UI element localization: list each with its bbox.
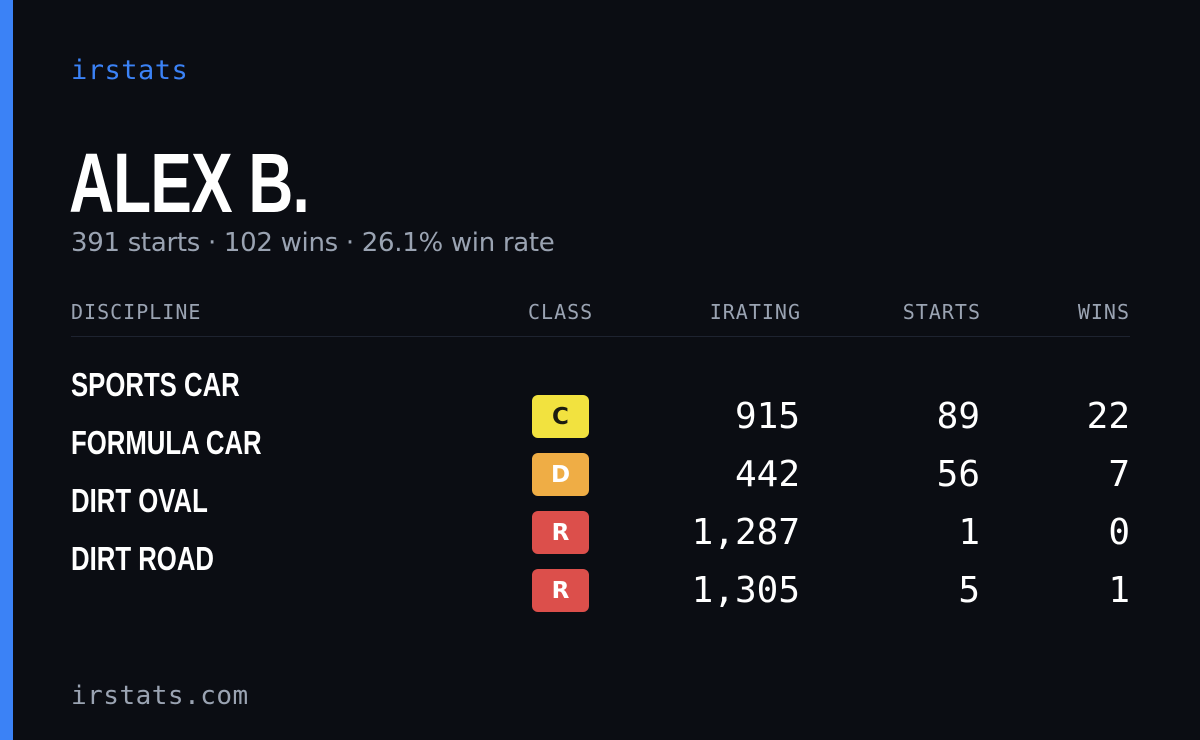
wins-value: 0 xyxy=(1108,512,1130,553)
header-irating: IRATING xyxy=(709,300,801,324)
irating-value: 1,287 xyxy=(691,512,800,553)
player-name: ALEX B. xyxy=(69,136,310,230)
header-class: CLASS xyxy=(528,300,594,324)
header-discipline: DISCIPLINE xyxy=(71,300,202,324)
player-summary: 391 starts · 102 wins · 26.1% win rate xyxy=(71,228,555,258)
footer-url: irstats.com xyxy=(71,681,249,711)
brand-logo: irstats xyxy=(71,55,189,86)
irating-value: 915 xyxy=(734,396,800,437)
starts-value: 5 xyxy=(958,570,980,611)
wins-value: 1 xyxy=(1108,570,1130,611)
table-row: DIRT OVAL R 1,287 1 0 xyxy=(71,453,1130,554)
accent-bar xyxy=(0,0,13,740)
starts-value: 1 xyxy=(958,512,980,553)
table-row: DIRT ROAD R 1,305 5 1 xyxy=(71,511,1130,612)
irating-value: 442 xyxy=(734,454,800,495)
header-wins: WINS xyxy=(1077,300,1130,324)
discipline-name: FORMULA CAR xyxy=(71,424,262,461)
table-row: FORMULA CAR D 442 56 7 xyxy=(71,395,1130,496)
discipline-name: SPORTS CAR xyxy=(71,366,240,403)
table-body: SPORTS CAR C 915 89 22 FORMULA CAR D 442… xyxy=(71,337,1130,612)
header-starts: STARTS xyxy=(902,300,981,324)
class-badge: C xyxy=(532,395,589,438)
wins-value: 22 xyxy=(1086,396,1130,437)
discipline-name: DIRT OVAL xyxy=(71,482,208,519)
class-badge: D xyxy=(532,453,589,496)
class-badge: R xyxy=(532,569,589,612)
class-badge: R xyxy=(532,511,589,554)
table-header: DISCIPLINE CLASS IRATING STARTS WINS xyxy=(71,296,1130,337)
starts-value: 56 xyxy=(936,454,980,495)
discipline-name: DIRT ROAD xyxy=(71,540,214,577)
wins-value: 7 xyxy=(1108,454,1130,495)
starts-value: 89 xyxy=(936,396,980,437)
stats-table: DISCIPLINE CLASS IRATING STARTS WINS SPO… xyxy=(71,296,1130,612)
irating-value: 1,305 xyxy=(691,570,800,611)
table-row: SPORTS CAR C 915 89 22 xyxy=(71,337,1130,438)
